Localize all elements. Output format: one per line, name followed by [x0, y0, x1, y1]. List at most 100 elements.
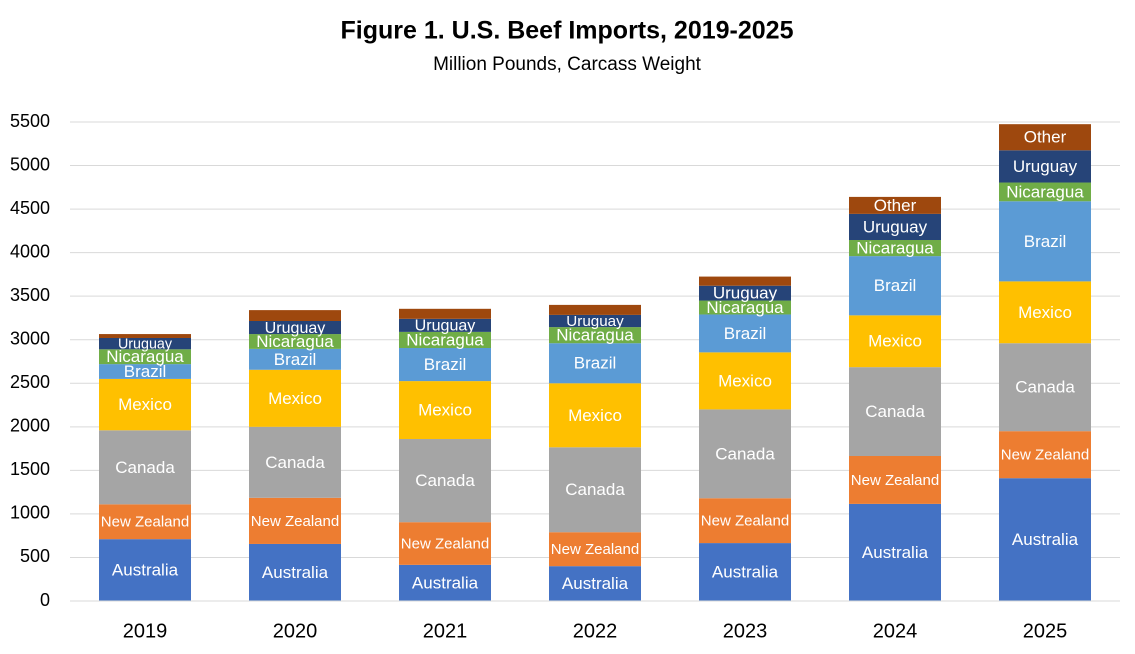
segment-label: Nicaragua [1006, 182, 1084, 201]
segment-label: Nicaragua [556, 326, 634, 345]
bar-segment [849, 240, 941, 257]
y-tick-label: 5000 [10, 154, 50, 174]
segment-label: Australia [712, 563, 779, 582]
segment-label: Uruguay [265, 319, 326, 337]
segment-label: Uruguay [713, 284, 778, 303]
bar-segment [999, 182, 1091, 202]
segment-label: Mexico [118, 395, 172, 414]
segment-label: Nicaragua [706, 298, 784, 317]
segment-label: Brazil [874, 276, 917, 295]
segment-label: Uruguay [118, 336, 173, 352]
segment-label: Mexico [418, 401, 472, 420]
bar-segment [99, 337, 191, 350]
y-tick-label: 4500 [10, 198, 50, 218]
segment-label: New Zealand [401, 535, 489, 552]
segment-label: Brazil [274, 350, 317, 369]
bar-segment [699, 300, 791, 315]
segment-label: Uruguay [863, 217, 928, 236]
segment-label: Australia [112, 561, 179, 580]
segment-label: Mexico [868, 332, 922, 351]
bar-segment [549, 532, 641, 567]
x-tick-label: 2023 [723, 620, 768, 642]
x-tick-label: 2019 [123, 620, 168, 642]
bar-segment [699, 352, 791, 410]
bar-segment [99, 378, 191, 431]
segment-label: Australia [262, 563, 329, 582]
segment-label: Uruguay [1013, 157, 1078, 176]
x-tick-label: 2020 [273, 620, 318, 642]
bar-segment [249, 369, 341, 427]
segment-label: Uruguay [566, 313, 624, 330]
bar-segment [849, 256, 941, 316]
segment-label: Canada [865, 402, 925, 421]
segment-label: Australia [562, 574, 629, 593]
bar-segment [399, 318, 491, 332]
y-tick-label: 1500 [10, 459, 50, 479]
bar-segment [549, 343, 641, 384]
x-tick-label: 2025 [1023, 620, 1068, 642]
bar-segment [399, 564, 491, 601]
bar-segment [849, 455, 941, 504]
bar-segment [399, 439, 491, 523]
bar-segment [99, 539, 191, 601]
bar-segment [999, 343, 1091, 432]
segment-label: New Zealand [101, 514, 189, 531]
bar-segment [849, 213, 941, 241]
y-tick-label: 4000 [10, 241, 50, 261]
bar-segment [999, 150, 1091, 183]
bar-segment [399, 308, 491, 319]
bar-segment [699, 409, 791, 499]
bar-segment [699, 285, 791, 301]
segment-label: Canada [415, 471, 475, 490]
segment-label: Brazil [124, 362, 167, 381]
segment-label: Nicaragua [256, 332, 334, 351]
bar-segment [999, 281, 1091, 344]
x-tick-label: 2022 [573, 620, 618, 642]
segment-label: Other [1024, 128, 1067, 147]
bar-segment [699, 314, 791, 353]
segment-label: Uruguay [415, 317, 476, 335]
bar-segment [249, 497, 341, 544]
y-tick-label: 0 [40, 590, 50, 610]
segment-label: Canada [715, 444, 775, 463]
bar-segment [699, 543, 791, 601]
bar-segment [249, 334, 341, 349]
bar-segment [249, 348, 341, 370]
chart-title: Figure 1. U.S. Beef Imports, 2019-2025 [341, 17, 794, 45]
segment-label: Mexico [1018, 303, 1072, 322]
y-tick-label: 500 [20, 546, 50, 566]
bar-segment [999, 201, 1091, 282]
bar-segment [99, 334, 191, 338]
x-tick-label: 2021 [423, 620, 468, 642]
segment-label: Australia [1012, 530, 1079, 549]
bar-segment [999, 478, 1091, 601]
segment-label: Brazil [574, 354, 617, 373]
segment-label: Canada [1015, 378, 1075, 397]
bar-segment [699, 276, 791, 286]
bar-segment [249, 321, 341, 335]
bar-segment [249, 426, 341, 498]
bar-segment [399, 331, 491, 349]
bar-segment [699, 498, 791, 544]
bar-segment [549, 314, 641, 328]
bar-segment [549, 383, 641, 448]
bar-segment [99, 364, 191, 379]
bar-segment [99, 504, 191, 540]
bar-segment [249, 310, 341, 322]
y-tick-label: 2000 [10, 416, 50, 436]
bar-segment [549, 447, 641, 533]
bar-segment [99, 349, 191, 365]
bar-segment [849, 503, 941, 601]
bar-segment [849, 196, 941, 214]
segment-label: Canada [115, 458, 175, 477]
segment-label: New Zealand [1001, 447, 1089, 464]
bar-segment [549, 566, 641, 601]
bar-segment [249, 543, 341, 601]
segment-label: Canada [565, 480, 625, 499]
y-tick-label: 3000 [10, 328, 50, 348]
bar-segment [549, 327, 641, 344]
segment-label: New Zealand [251, 513, 339, 530]
segment-label: Nicaragua [106, 347, 184, 366]
segment-label: Brazil [724, 324, 767, 343]
